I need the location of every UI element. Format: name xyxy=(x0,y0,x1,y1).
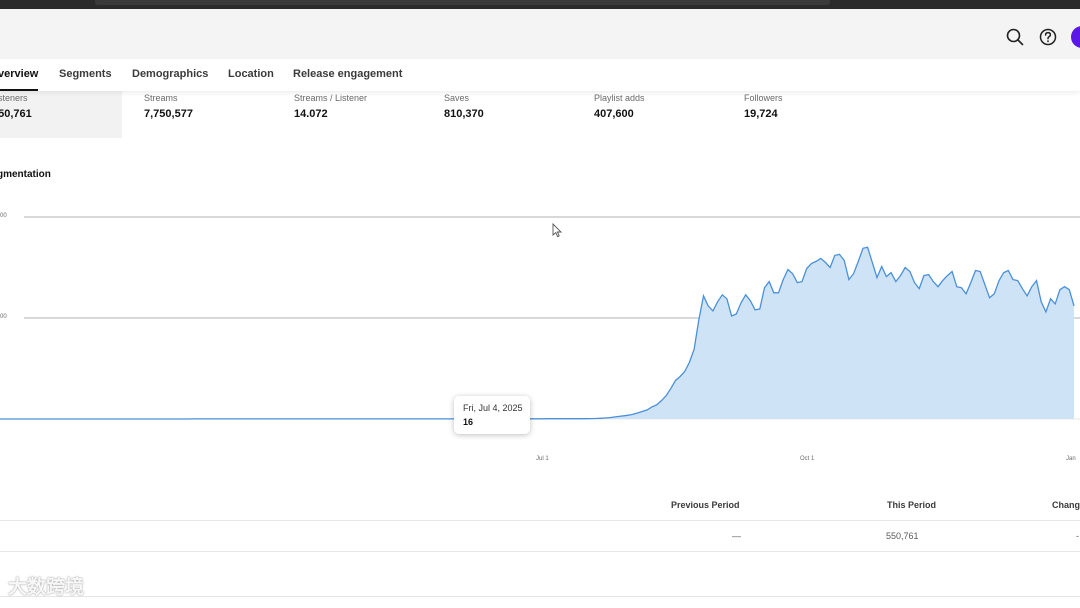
y-tick-label: 00 xyxy=(0,314,7,320)
metrics-row: isteners 550,761 Streams 7,750,577 Strea… xyxy=(0,91,1080,138)
tab-demographics[interactable]: Demographics xyxy=(132,68,209,80)
x-tick-label: Oct 1 xyxy=(800,456,815,462)
tooltip-date: Fri, Jul 4, 2025 xyxy=(463,403,523,413)
x-tick-label: Jan xyxy=(1066,456,1076,462)
table-divider xyxy=(0,596,1080,597)
tab-location[interactable]: Location xyxy=(228,68,274,80)
metric-active-background xyxy=(0,91,122,138)
metric-label: Streams xyxy=(144,93,178,103)
watermark-logo: 大数跨境 xyxy=(8,577,85,598)
series-area xyxy=(0,247,1074,419)
table-divider xyxy=(0,520,1080,521)
section-title: gmentation xyxy=(0,169,51,180)
y-tick-label: 00 xyxy=(0,213,7,219)
metric-value: 407,600 xyxy=(594,108,634,120)
metric-value: 19,724 xyxy=(744,108,778,120)
metric-label: Playlist adds xyxy=(594,93,645,103)
metric-label: isteners xyxy=(0,93,28,103)
search-icon[interactable] xyxy=(1005,27,1025,47)
active-tab-indicator xyxy=(0,89,38,91)
tab-segments[interactable]: Segments xyxy=(59,68,112,80)
series-line xyxy=(0,246,1075,420)
cell-this-period: 550,761 xyxy=(886,531,919,541)
metric-value: 550,761 xyxy=(0,108,32,120)
metric-value: 810,370 xyxy=(444,108,484,120)
cell-change: - xyxy=(1076,531,1079,541)
help-icon[interactable] xyxy=(1038,27,1058,47)
metric-label: Followers xyxy=(744,93,783,103)
metric-label: Streams / Listener xyxy=(294,93,368,103)
column-header-this-period[interactable]: This Period xyxy=(887,500,937,510)
avatar[interactable] xyxy=(1071,26,1080,48)
chart-tooltip: Fri, Jul 4, 2025 16 xyxy=(454,396,530,434)
tab-overview[interactable]: verview xyxy=(0,68,39,80)
tooltip-value: 16 xyxy=(463,417,474,427)
app-header xyxy=(0,9,1080,59)
table-divider xyxy=(0,551,1080,552)
browser-chrome xyxy=(0,0,1080,9)
column-header-change[interactable]: Chang xyxy=(1052,500,1080,510)
metric-value: 14.072 xyxy=(294,108,328,120)
metric-value: 7,750,577 xyxy=(144,108,193,120)
listeners-chart[interactable] xyxy=(0,190,1080,450)
mouse-cursor-icon xyxy=(552,223,563,238)
address-bar[interactable] xyxy=(95,0,830,5)
nav-tabs: verview Segments Demographics Location R… xyxy=(0,59,1080,91)
x-tick-label: Jul 1 xyxy=(536,456,549,462)
column-header-previous-period[interactable]: Previous Period xyxy=(671,500,740,510)
tab-release-engagement[interactable]: Release engagement xyxy=(293,68,403,80)
metric-label: Saves xyxy=(444,93,470,103)
cell-previous-period: — xyxy=(732,531,741,541)
